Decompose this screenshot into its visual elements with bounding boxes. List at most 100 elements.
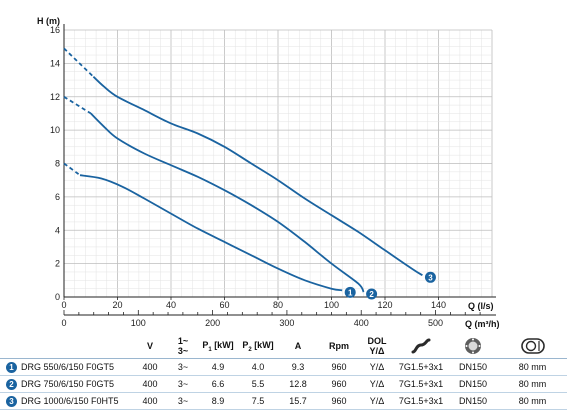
dol-cell: Y/Δ bbox=[360, 392, 394, 410]
cable-cell: 7G1.5+3x1 bbox=[394, 375, 448, 393]
curve-end-marker bbox=[344, 286, 356, 298]
outlet-cell: DN150 bbox=[448, 358, 498, 376]
x2-tick-labels: 0 100 200 300 400 500 bbox=[61, 318, 443, 328]
y-tick-label: 4 bbox=[55, 225, 60, 235]
x-tick-label: 120 bbox=[377, 300, 392, 310]
p1-cell: 4.9 bbox=[198, 358, 238, 376]
table-row: 3 DRG 1000/6/150 F0HT5 400 3~ 8.9 7.5 15.7 960 Y… bbox=[0, 392, 567, 410]
curve-line bbox=[92, 76, 423, 277]
dol-header-top: DOL bbox=[367, 336, 387, 346]
y-tick-label: 14 bbox=[50, 58, 60, 68]
rpm-cell: 960 bbox=[318, 358, 360, 376]
phase-header-bottom: 3~ bbox=[177, 346, 189, 356]
outlet-cell: DN150 bbox=[448, 375, 498, 393]
phase-cell: 3~ bbox=[168, 392, 198, 410]
curve-number-badge: 3 bbox=[6, 395, 17, 407]
p2-cell: 5.5 bbox=[238, 375, 278, 393]
chart-grid bbox=[63, 29, 493, 298]
curve-number-label: 2 bbox=[369, 290, 374, 299]
cable-icon bbox=[411, 338, 431, 354]
chart-axes bbox=[63, 24, 496, 316]
p1-cell: 6.6 bbox=[198, 375, 238, 393]
curve-series-3: 3 bbox=[63, 47, 436, 283]
p2-unit: [kW] bbox=[254, 339, 274, 350]
current-header: A bbox=[278, 334, 318, 359]
dol-cell: Y/Δ bbox=[360, 358, 394, 376]
curve-end-marker bbox=[424, 271, 436, 283]
solids-passage-icon bbox=[520, 338, 545, 354]
table-row: 2 DRG 750/6/150 F0GT5 400 3~ 6.6 5.5 12.8 960 Y/… bbox=[0, 375, 567, 393]
table-body: 1 DRG 550/6/150 F0GT5 400 3~ 4.9 4.0 9.3 960 Y/Δ… bbox=[0, 358, 567, 410]
p2-sub: 2 bbox=[248, 346, 252, 353]
y-tick-label: 10 bbox=[50, 125, 60, 135]
curve-number-badge: 2 bbox=[6, 378, 17, 390]
p2-cell: 7.5 bbox=[238, 392, 278, 410]
curve-number-label: 3 bbox=[428, 273, 433, 282]
model-header bbox=[0, 334, 132, 359]
voltage-cell: 400 bbox=[132, 358, 168, 376]
x2-tick-label: 0 bbox=[61, 318, 66, 328]
p1-header: P1 [kW] bbox=[198, 334, 238, 359]
curve-line bbox=[90, 112, 365, 293]
table-header-row: V 1~ 3~ P1 [kW] P2 [kW] A Rpm DOL Y/Δ bbox=[0, 334, 567, 359]
curve-dashed-segment bbox=[63, 162, 81, 176]
model-name: DRG 750/6/150 F0GT5 bbox=[21, 378, 115, 389]
cable-cell: 7G1.5+3x1 bbox=[394, 358, 448, 376]
current-cell: 9.3 bbox=[278, 358, 318, 376]
spec-table: V 1~ 3~ P1 [kW] P2 [kW] A Rpm DOL Y/Δ bbox=[0, 334, 567, 410]
curve-dashed-segment bbox=[63, 47, 95, 78]
table-row: 1 DRG 550/6/150 F0GT5 400 3~ 4.9 4.0 9.3 960 Y/Δ… bbox=[0, 358, 567, 376]
x-tick-label: 140 bbox=[431, 300, 446, 310]
x-tick-labels: 0 20 40 60 80 100 120 140 bbox=[61, 300, 446, 310]
x-tick-label: 20 bbox=[112, 300, 122, 310]
voltage-cell: 400 bbox=[132, 375, 168, 393]
current-cell: 12.8 bbox=[278, 375, 318, 393]
p1-unit: [kW] bbox=[214, 339, 234, 350]
passage-cell: 80 mm bbox=[498, 375, 567, 393]
p2-label: P bbox=[242, 339, 249, 350]
p1-cell: 8.9 bbox=[198, 392, 238, 410]
model-cell: 3 DRG 1000/6/150 F0HT5 bbox=[0, 392, 132, 410]
cable-cell: 7G1.5+3x1 bbox=[394, 392, 448, 410]
dol-cell: Y/Δ bbox=[360, 375, 394, 393]
voltage-header: V bbox=[132, 334, 168, 359]
x2-tick-label: 500 bbox=[428, 318, 443, 328]
curve-series-1: 1 bbox=[63, 162, 356, 298]
passage-cell: 80 mm bbox=[498, 358, 567, 376]
curve-number-badge: 1 bbox=[6, 361, 17, 373]
p2-cell: 4.0 bbox=[238, 358, 278, 376]
outlet-flange-icon bbox=[465, 338, 481, 354]
rpm-cell: 960 bbox=[318, 375, 360, 393]
y-axis-label: H (m) bbox=[37, 16, 60, 26]
p1-sub: 1 bbox=[208, 346, 212, 353]
x-axis-label: Q (l/s) bbox=[468, 301, 494, 311]
model-name: DRG 1000/6/150 F0HT5 bbox=[21, 395, 119, 406]
p1-label: P bbox=[202, 339, 209, 350]
curve-dashed-segment bbox=[63, 96, 92, 115]
dol-header-bottom: Y/Δ bbox=[369, 346, 385, 356]
voltage-cell: 400 bbox=[132, 392, 168, 410]
curve-series-2: 2 bbox=[63, 96, 378, 300]
p2-header: P2 [kW] bbox=[238, 334, 278, 359]
y-tick-label: 0 bbox=[55, 292, 60, 302]
x-tick-label: 40 bbox=[166, 300, 176, 310]
model-name: DRG 550/6/150 F0GT5 bbox=[21, 361, 115, 372]
x-tick-label: 60 bbox=[219, 300, 229, 310]
rpm-header: Rpm bbox=[318, 334, 360, 359]
curve-line bbox=[79, 174, 343, 292]
curve-number-label: 1 bbox=[348, 288, 353, 297]
rpm-cell: 960 bbox=[318, 392, 360, 410]
y-tick-label: 12 bbox=[50, 92, 60, 102]
x2-tick-label: 200 bbox=[205, 318, 220, 328]
curves: 1 2 3 bbox=[63, 47, 436, 300]
x-tick-label: 100 bbox=[324, 300, 339, 310]
curve-end-marker bbox=[366, 288, 378, 300]
phase-header-top: 1~ bbox=[177, 336, 189, 346]
x2-tick-label: 300 bbox=[279, 318, 294, 328]
x2-axis-label: Q (m³/h) bbox=[465, 319, 500, 329]
y-tick-label: 6 bbox=[55, 192, 60, 202]
passage-header bbox=[498, 334, 567, 359]
phase-cell: 3~ bbox=[168, 358, 198, 376]
outlet-cell: DN150 bbox=[448, 392, 498, 410]
